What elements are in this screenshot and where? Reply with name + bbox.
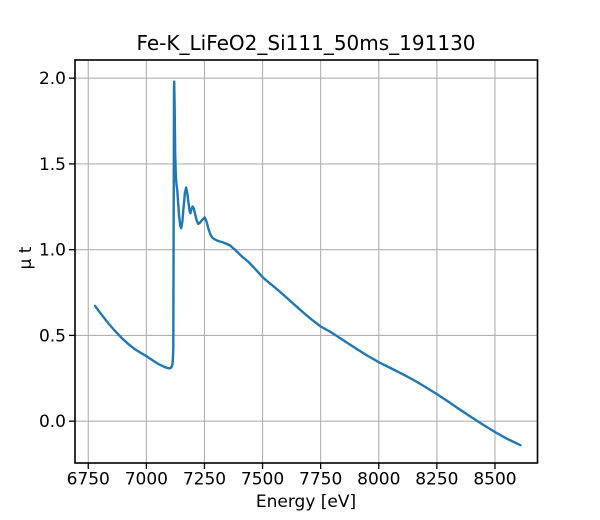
x-tick-label: 6750	[67, 470, 110, 490]
spectrum-line	[93, 80, 522, 447]
x-tick-label: 7000	[125, 470, 168, 490]
data-layer	[93, 80, 522, 447]
x-tick-label: 8000	[357, 470, 400, 490]
x-tick-label: 8250	[415, 470, 458, 490]
grid-layer	[75, 60, 538, 463]
x-tick-label: 7250	[183, 470, 226, 490]
x-tick-label: 8500	[473, 470, 516, 490]
y-tick-label: 1.0	[39, 241, 66, 261]
x-axis-label: Energy [eV]	[256, 492, 356, 512]
y-tick-label: 1.5	[39, 155, 66, 175]
x-tick-label: 7750	[299, 470, 342, 490]
y-axis-label: μ t	[16, 246, 36, 269]
y-tick-label: 0.5	[39, 326, 66, 346]
y-tick-label: 0.0	[39, 412, 66, 432]
x-tick-label: 7500	[241, 470, 284, 490]
y-tick-label: 2.0	[39, 69, 66, 89]
axes-spines	[74, 59, 539, 464]
chart-title: Fe-K_LiFeO2_Si111_50ms_191130	[136, 31, 475, 55]
axes-layer: 6750 7000 7250 7500 7750 8000 8250 8500 0.0 0.5 1.…	[39, 59, 539, 490]
